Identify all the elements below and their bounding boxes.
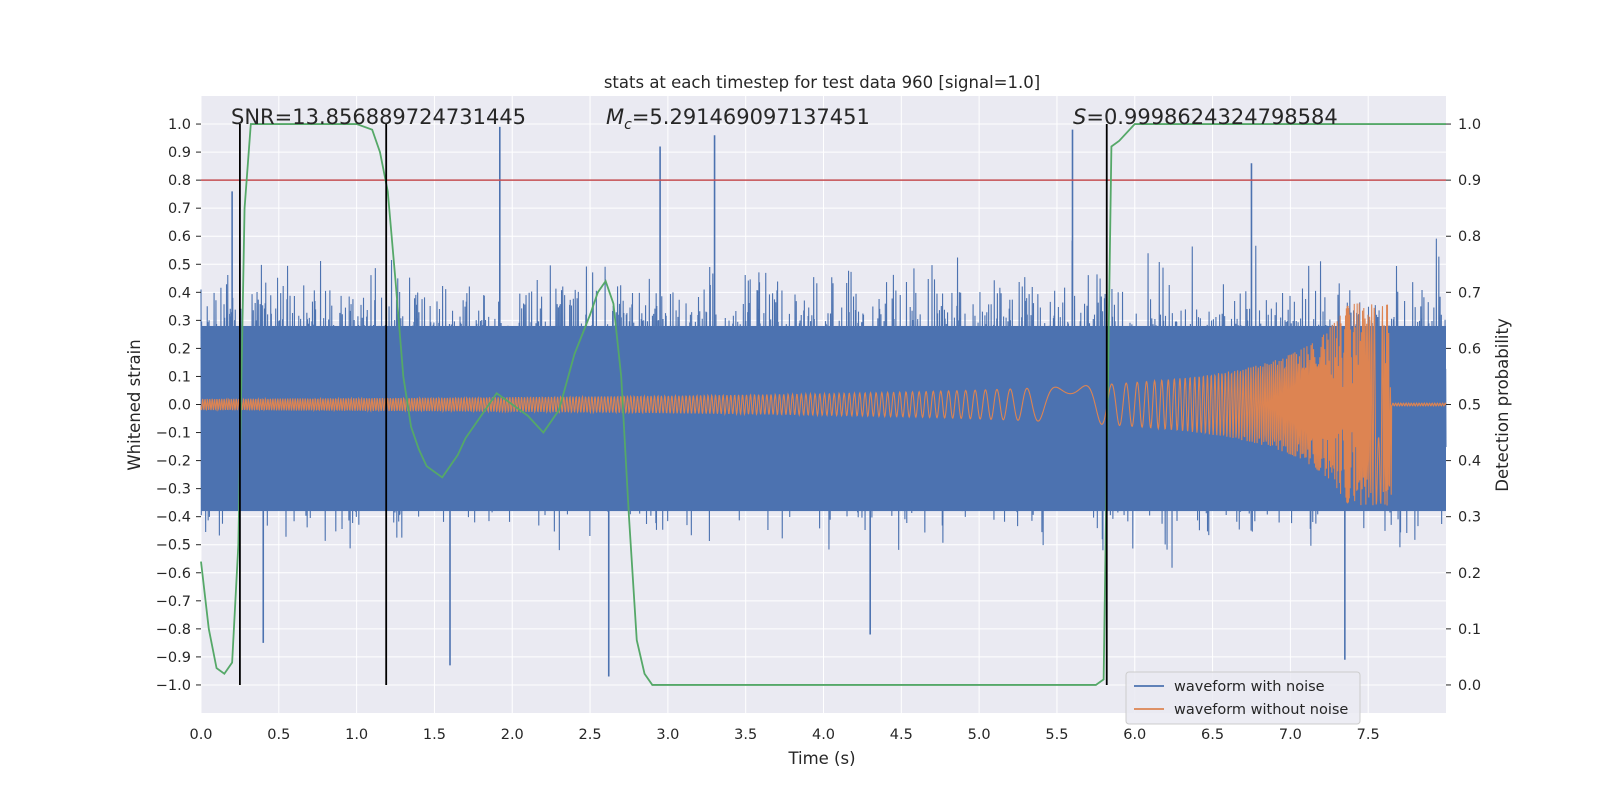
x-tick-label: 0.0 <box>189 727 212 743</box>
chirp-mass-value: =5.291469097137451 <box>632 105 870 129</box>
vertical-markers <box>239 124 1108 685</box>
y2-tick-label: 0.6 <box>1458 341 1481 357</box>
snr-annotation: SNR=13.856889724731445 <box>231 105 526 129</box>
x-tick-label: 7.5 <box>1357 727 1380 743</box>
y2-tick-label: 0.7 <box>1458 285 1481 301</box>
chart-title: stats at each timestep for test data 960… <box>604 73 1040 92</box>
y-tick-label: −0.7 <box>156 594 191 610</box>
y-tick-label: −0.9 <box>156 650 191 666</box>
chirp-mass-symbol: M <box>606 105 624 129</box>
x-tick-label: 7.0 <box>1279 727 1302 743</box>
y-tick-labels: 1.0 0.9 0.8 0.7 0.6 0.5 0.4 0.3 0.2 0.1 0.0 −0.1 −0.… <box>156 117 201 694</box>
x-tick-label: 6.0 <box>1123 727 1146 743</box>
chirp-mass-subscript: c <box>624 117 632 133</box>
y-tick-label: −0.2 <box>156 454 191 470</box>
score-value: =0.9998624324798584 <box>1086 105 1337 129</box>
x-tick-label: 5.5 <box>1045 727 1068 743</box>
y-tick-label: −0.8 <box>156 622 191 638</box>
y-tick-label: 1.0 <box>168 117 191 133</box>
y2-tick-label: 0.2 <box>1458 566 1481 582</box>
y-tick-label: 0.4 <box>168 285 191 301</box>
chirp-waveform-line <box>200 303 1447 506</box>
detection-probability-line <box>200 123 1446 686</box>
series-detection-probability <box>200 123 1446 686</box>
y-tick-label: −0.4 <box>156 510 191 526</box>
y-tick-label: 0.5 <box>168 257 191 273</box>
x-tick-label: 2.0 <box>501 727 524 743</box>
y-tick-label: 0.0 <box>168 398 191 414</box>
x-tick-label: 3.5 <box>734 727 757 743</box>
y-tick-label: −0.5 <box>156 538 191 554</box>
y2-tick-label: 1.0 <box>1458 117 1481 133</box>
y-tick-label: 0.1 <box>168 369 191 385</box>
x-tick-label: 0.5 <box>267 727 290 743</box>
x-tick-label: 4.0 <box>812 727 835 743</box>
x-axis-label: Time (s) <box>787 749 855 768</box>
score-symbol: S <box>1073 105 1086 129</box>
x-tick-label: 3.0 <box>656 727 679 743</box>
y2-tick-label: 0.3 <box>1458 510 1481 526</box>
y2-tick-label: 0.9 <box>1458 173 1481 189</box>
legend-label-clean: waveform without noise <box>1174 702 1348 718</box>
y-tick-label: 0.2 <box>168 341 191 357</box>
y2-axis-label: Detection probability <box>1493 318 1512 492</box>
y-tick-label: −0.1 <box>156 426 191 442</box>
x-tick-label: 1.0 <box>345 727 368 743</box>
y-axis-label: Whitened strain <box>125 339 144 470</box>
y2-tick-label: 0.0 <box>1458 678 1481 694</box>
y2-tick-labels: 1.0 0.9 0.8 0.7 0.6 0.5 0.4 0.3 0.2 0.1 0.0 <box>1446 117 1481 694</box>
x-tick-label: 5.0 <box>968 727 991 743</box>
chirp-mass-annotation: Mc=5.291469097137451 <box>606 105 870 133</box>
x-tick-label: 1.5 <box>423 727 446 743</box>
y2-tick-label: 0.8 <box>1458 229 1481 245</box>
legend-box <box>1125 671 1361 725</box>
y-tick-label: 0.6 <box>168 229 191 245</box>
x-tick-labels: 0.0 0.5 1.0 1.5 2.0 2.5 3.0 3.5 4.0 4.5 5.0 5.5 6.0 6… <box>189 727 1379 743</box>
y2-tick-label: 0.1 <box>1458 622 1481 638</box>
y2-tick-label: 0.4 <box>1458 454 1481 470</box>
y-tick-label: 0.9 <box>168 145 191 161</box>
x-tick-label: 6.5 <box>1201 727 1224 743</box>
legend-label-noise: waveform with noise <box>1174 679 1325 695</box>
y-tick-label: −1.0 <box>156 678 191 694</box>
y2-tick-label: 0.5 <box>1458 398 1481 414</box>
x-tick-label: 4.5 <box>890 727 913 743</box>
score-annotation: S=0.9998624324798584 <box>1073 105 1338 129</box>
x-tick-label: 2.5 <box>579 727 602 743</box>
legend: waveform with noise waveform without noi… <box>1125 671 1361 725</box>
series-waveform-without-noise <box>200 303 1447 506</box>
y-tick-label: −0.6 <box>156 566 191 582</box>
y-tick-label: 0.7 <box>168 201 191 217</box>
y-tick-label: 0.8 <box>168 173 191 189</box>
y-tick-label: 0.3 <box>168 313 191 329</box>
y-tick-label: −0.3 <box>156 482 191 498</box>
